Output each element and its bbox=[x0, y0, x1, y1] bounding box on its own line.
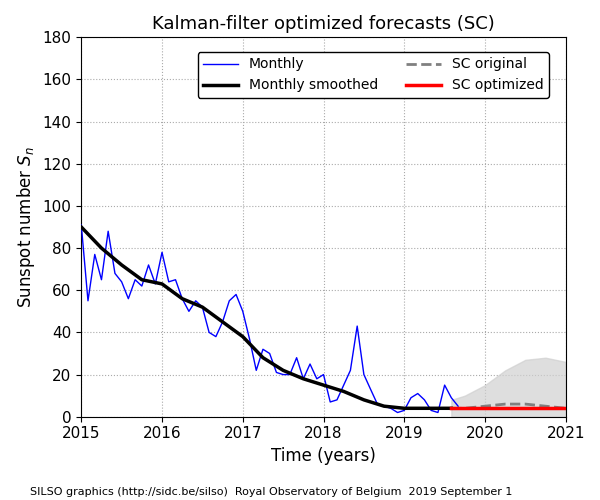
Title: Kalman-filter optimized forecasts (SC): Kalman-filter optimized forecasts (SC) bbox=[152, 15, 495, 33]
X-axis label: Time (years): Time (years) bbox=[271, 447, 376, 465]
Text: SILSO graphics (http://sidc.be/silso)  Royal Observatory of Belgium  2019 Septem: SILSO graphics (http://sidc.be/silso) Ro… bbox=[30, 487, 512, 497]
Legend: Monthly, Monthly smoothed, SC original, SC optimized: Monthly, Monthly smoothed, SC original, … bbox=[197, 52, 549, 98]
Y-axis label: Sunspot number $S_n$: Sunspot number $S_n$ bbox=[15, 146, 37, 308]
